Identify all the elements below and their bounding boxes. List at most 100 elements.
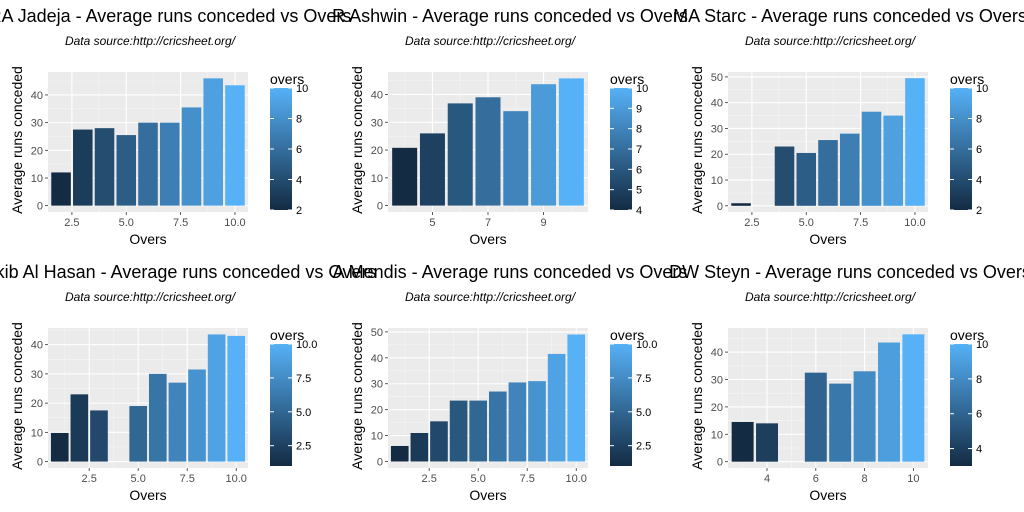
y-tick-label: 10 bbox=[31, 173, 43, 185]
y-tick-label: 0 bbox=[377, 201, 383, 213]
y-tick-label: 20 bbox=[711, 149, 723, 161]
x-tick-label: 8 bbox=[862, 473, 868, 485]
chart-subtitle: Data source:http://cricsheet.org/ bbox=[65, 34, 237, 48]
x-tick-label: 2.5 bbox=[744, 217, 759, 229]
legend-tick-label: 8 bbox=[296, 114, 302, 126]
bar-over-3 bbox=[430, 421, 448, 462]
bar-over-7 bbox=[508, 382, 527, 462]
bar-over-4 bbox=[449, 400, 468, 462]
x-tick-label: 5.0 bbox=[119, 217, 134, 229]
x-tick-label: 7.5 bbox=[173, 217, 188, 229]
y-tick-label: 40 bbox=[31, 90, 43, 102]
bar-over-1 bbox=[390, 445, 409, 462]
y-tick-label: 30 bbox=[371, 117, 383, 129]
x-tick-label: 4 bbox=[764, 473, 770, 485]
bar-over-9 bbox=[547, 353, 566, 462]
chart-title: MA Starc - Average runs conceded vs Over… bbox=[673, 6, 1024, 26]
chart-subtitle: Data source:http://cricsheet.org/ bbox=[405, 34, 577, 48]
y-axis-label: Average runs conceded bbox=[689, 66, 705, 214]
x-axis-label: Overs bbox=[469, 231, 506, 247]
legend-tick-label: 10.0 bbox=[296, 339, 317, 351]
bar-over-6 bbox=[138, 122, 158, 206]
x-tick-label: 2.5 bbox=[64, 217, 79, 229]
bar-over-9 bbox=[878, 342, 900, 462]
bar-over-8 bbox=[861, 111, 882, 206]
y-axis-label: Average runs conceded bbox=[9, 322, 25, 470]
y-tick-label: 40 bbox=[711, 347, 723, 359]
legend-tick-label: 7 bbox=[636, 144, 642, 156]
y-tick-label: 10 bbox=[31, 427, 43, 439]
bar-over-6 bbox=[447, 103, 473, 206]
chart-subtitle: Data source:http://cricsheet.org/ bbox=[745, 34, 917, 48]
bar-over-9 bbox=[883, 115, 903, 206]
y-axis-label: Average runs conceded bbox=[9, 66, 25, 214]
x-tick-label: 6 bbox=[813, 473, 819, 485]
bar-over-7 bbox=[168, 382, 187, 462]
bar-over-2 bbox=[70, 394, 89, 462]
chart-title: R Ashwin - Average runs conceded vs Over… bbox=[332, 6, 688, 26]
bar-over-9 bbox=[207, 334, 226, 462]
bar-over-6 bbox=[488, 391, 507, 462]
bar-over-8 bbox=[503, 111, 529, 206]
bar-over-9 bbox=[531, 84, 557, 206]
x-tick-label: 10.0 bbox=[224, 217, 245, 229]
bar-over-6 bbox=[818, 140, 838, 206]
y-tick-label: 20 bbox=[371, 405, 383, 417]
legend-tick-label: 10 bbox=[636, 83, 648, 95]
x-tick-label: 7 bbox=[485, 217, 491, 229]
x-axis-label: Overs bbox=[809, 231, 846, 247]
chart-panel-5: A Mendis - Average runs conceded vs Over… bbox=[333, 262, 688, 503]
bar-over-7 bbox=[839, 133, 860, 206]
legend-tick-label: 5.0 bbox=[636, 407, 651, 419]
bar-over-7 bbox=[159, 122, 180, 206]
bar-over-7 bbox=[475, 97, 501, 206]
legend-tick-label: 8 bbox=[976, 114, 982, 126]
y-tick-label: 20 bbox=[31, 145, 43, 157]
y-tick-label: 30 bbox=[371, 379, 383, 391]
legend-tick-label: 4 bbox=[976, 444, 982, 456]
chart-subtitle: Data source:http://cricsheet.org/ bbox=[405, 290, 577, 304]
legend-tick-label: 5 bbox=[636, 185, 642, 197]
x-axis-label: Overs bbox=[129, 487, 166, 503]
bar-over-4 bbox=[392, 147, 418, 206]
legend-colorbar bbox=[950, 344, 972, 466]
bar-over-3 bbox=[731, 421, 754, 462]
chart-panel-1: RA Jadeja - Average runs conceded vs Ove… bbox=[0, 6, 351, 247]
legend-tick-label: 6 bbox=[976, 144, 982, 156]
legend-tick-label: 4 bbox=[976, 175, 982, 187]
legend-tick-label: 10 bbox=[296, 83, 308, 95]
legend-colorbar bbox=[270, 88, 292, 210]
bar-over-4 bbox=[94, 128, 115, 206]
y-tick-label: 30 bbox=[31, 118, 43, 130]
chart-panel-4: Shakib Al Hasan - Average runs conceded … bbox=[0, 262, 376, 503]
bar-over-5 bbox=[129, 406, 148, 462]
y-tick-label: 30 bbox=[711, 375, 723, 387]
y-axis-label: Average runs conceded bbox=[349, 322, 365, 470]
legend-title: overs bbox=[610, 327, 644, 343]
x-tick-label: 5 bbox=[429, 217, 435, 229]
legend-tick-label: 8 bbox=[636, 124, 642, 136]
y-tick-label: 0 bbox=[37, 457, 43, 469]
legend-tick-label: 4 bbox=[636, 205, 642, 217]
y-tick-label: 10 bbox=[711, 429, 723, 441]
legend-tick-label: 10.0 bbox=[636, 339, 657, 351]
legend-tick-label: 10 bbox=[976, 83, 988, 95]
legend-tick-label: 7.5 bbox=[636, 373, 651, 385]
legend-colorbar bbox=[950, 88, 972, 210]
bar-over-8 bbox=[188, 369, 206, 462]
legend-tick-label: 4 bbox=[296, 175, 302, 187]
bar-over-8 bbox=[181, 107, 202, 206]
legend-tick-label: 6 bbox=[636, 164, 642, 176]
chart-subtitle: Data source:http://cricsheet.org/ bbox=[745, 290, 917, 304]
bar-over-10 bbox=[558, 78, 584, 206]
bar-over-2 bbox=[731, 203, 751, 206]
y-tick-label: 30 bbox=[711, 123, 723, 135]
legend-colorbar bbox=[610, 88, 632, 210]
legend-tick-label: 5.0 bbox=[296, 407, 311, 419]
legend-tick-label: 2 bbox=[296, 205, 302, 217]
bar-over-5 bbox=[419, 133, 445, 206]
bar-over-9 bbox=[203, 78, 223, 206]
y-tick-label: 0 bbox=[717, 201, 723, 213]
x-tick-label: 5.0 bbox=[471, 473, 486, 485]
